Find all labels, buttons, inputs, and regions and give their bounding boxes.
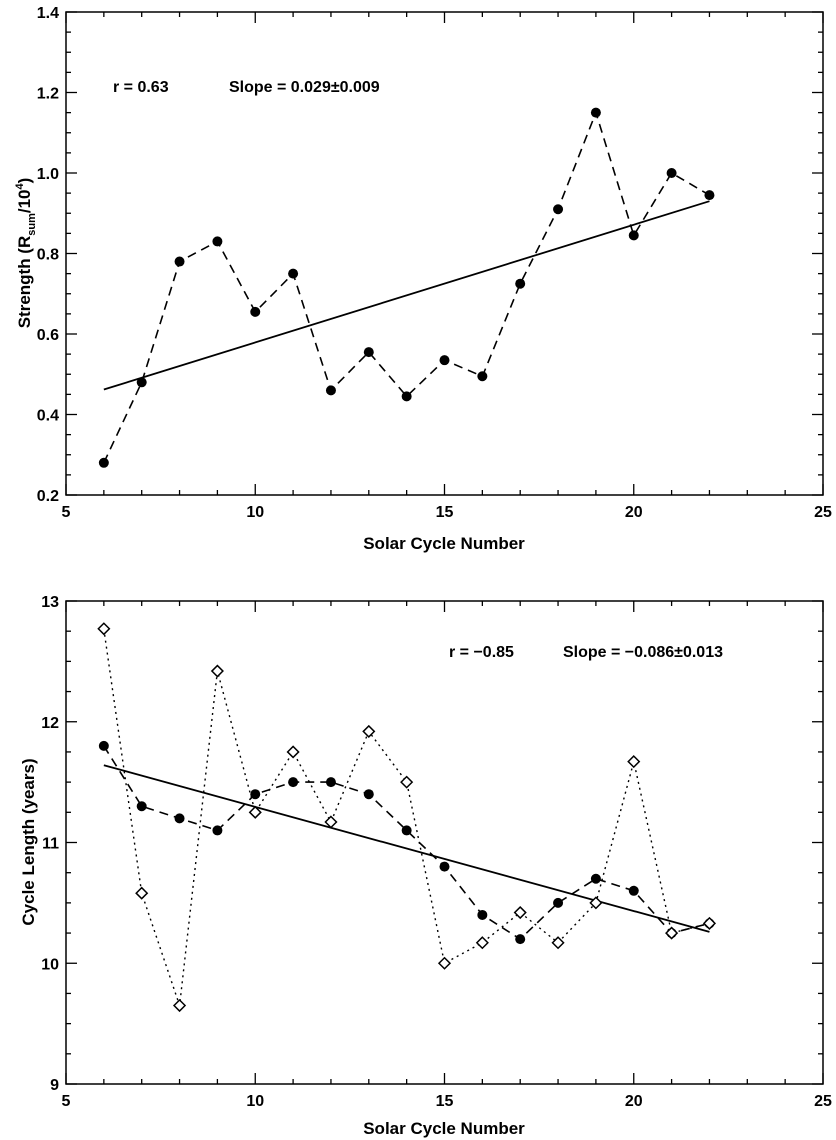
data-point-circle	[553, 204, 564, 215]
x-tick-label: 5	[62, 504, 71, 521]
data-point-circle	[288, 777, 299, 788]
data-point-circle	[212, 236, 223, 247]
data-point-diamond	[248, 805, 262, 819]
y-tick-label: 10	[41, 956, 59, 973]
data-point-diamond	[400, 775, 414, 789]
regression-line	[103, 200, 710, 391]
data-point-circle	[628, 230, 639, 241]
data-point-diamond	[475, 936, 489, 950]
data-point-diamond	[135, 886, 149, 900]
data-point-circle	[628, 885, 639, 896]
data-point-diamond	[172, 998, 187, 1013]
x-tick-label: 20	[625, 1093, 643, 1110]
data-point-diamond	[437, 956, 452, 970]
x-tick-labels: 5 10 15 20 25	[62, 504, 832, 521]
data-point-circle	[439, 355, 450, 366]
data-series	[97, 622, 717, 1013]
data-point-circle	[666, 168, 677, 178]
slope-label: Slope = 0.029±0.009	[229, 79, 380, 96]
data-point-circle	[401, 391, 412, 402]
data-point-diamond	[324, 815, 338, 829]
plot-frame	[65, 11, 824, 496]
data-point-circle	[363, 789, 374, 800]
tick-marks	[65, 11, 824, 496]
correlation-label: r = −0.85	[449, 644, 514, 661]
slope-label: Slope = −0.086±0.013	[563, 644, 723, 661]
y-tick-label: 1.4	[37, 5, 59, 22]
data-point-diamond	[210, 664, 224, 678]
data-point-circle	[98, 740, 109, 751]
y-tick-label: 0.8	[37, 247, 59, 264]
data-point-circle	[325, 777, 336, 788]
x-tick-label: 10	[246, 504, 264, 521]
x-tick-label: 20	[625, 504, 643, 521]
data-point-diamond	[627, 755, 641, 769]
strength-panel: 5 10 15 20 25 0.2 0.4 0.6 0.8 1.0 1.2 1.4 r = 0.63…	[14, 5, 832, 553]
data-point-circle	[477, 371, 488, 382]
y-tick-label: 1.2	[37, 86, 59, 103]
data-point-circle	[288, 268, 299, 279]
data-point-circle	[174, 256, 185, 267]
data-point-circle	[250, 789, 261, 800]
data-point-circle	[250, 306, 261, 317]
data-point-diamond	[589, 896, 603, 910]
y-tick-label: 0.6	[37, 327, 59, 344]
y-axis-title: Strength (Rsum/104)	[14, 178, 38, 329]
data-point-circle	[136, 801, 147, 812]
dashed-series-line	[103, 745, 710, 941]
x-axis-title: Solar Cycle Number	[363, 1119, 525, 1138]
y-axis-title: Cycle Length (years)	[19, 758, 38, 925]
data-point-circle	[136, 377, 147, 388]
data-series	[98, 107, 715, 468]
x-tick-labels: 5 10 15 20 25	[62, 1093, 832, 1110]
data-point-circle	[704, 190, 715, 201]
regression-line	[103, 764, 710, 933]
data-point-diamond	[551, 936, 565, 950]
data-point-diamond	[97, 622, 111, 636]
data-point-circle	[363, 347, 374, 358]
data-point-diamond	[702, 916, 717, 930]
data-point-circle	[590, 873, 601, 884]
data-point-circle	[477, 909, 488, 920]
y-tick-label: 11	[42, 836, 59, 853]
y-tick-label: 12	[41, 715, 59, 732]
data-point-diamond	[362, 724, 376, 738]
data-point-circle	[553, 897, 564, 908]
y-tick-label: 0.4	[37, 408, 59, 425]
data-point-circle	[174, 813, 185, 824]
data-point-diamond	[286, 745, 300, 759]
correlation-label: r = 0.63	[113, 79, 169, 96]
x-tick-label: 15	[436, 504, 454, 521]
y-tick-labels: 0.2 0.4 0.6 0.8 1.0 1.2 1.4	[37, 5, 59, 505]
y-tick-label: 13	[41, 594, 59, 611]
dotted-series-line	[103, 628, 710, 1006]
tick-marks	[65, 600, 824, 1085]
dashed-series-line	[103, 110, 710, 464]
cycle-length-panel: 5 10 15 20 25 9 10 11 12 13 r = −0.85 Slope = −0…	[19, 594, 832, 1138]
data-point-circle	[515, 934, 526, 945]
data-point-circle	[439, 861, 450, 872]
y-tick-labels: 9 10 11 12 13	[41, 594, 59, 1094]
x-tick-label: 5	[62, 1093, 71, 1110]
x-tick-label: 25	[814, 1093, 832, 1110]
x-tick-label: 15	[436, 1093, 454, 1110]
data-point-circle	[325, 385, 336, 396]
data-point-circle	[401, 825, 412, 836]
y-tick-label: 1.0	[37, 166, 59, 183]
data-point-circle	[590, 107, 601, 118]
data-point-circle	[515, 278, 526, 289]
x-tick-label: 10	[246, 1093, 264, 1110]
y-tick-label: 0.2	[37, 488, 59, 505]
data-point-circle	[212, 825, 223, 836]
data-point-diamond	[513, 905, 527, 920]
x-tick-label: 25	[814, 504, 832, 521]
y-tick-label: 9	[50, 1077, 59, 1094]
data-point-circle	[98, 457, 109, 468]
data-point-diamond	[665, 926, 679, 940]
x-axis-title: Solar Cycle Number	[363, 534, 525, 553]
